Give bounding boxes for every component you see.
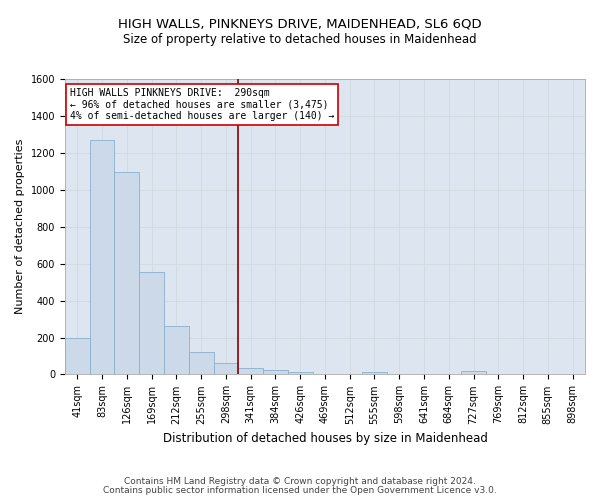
Bar bbox=[65, 338, 89, 374]
Text: Size of property relative to detached houses in Maidenhead: Size of property relative to detached ho… bbox=[123, 32, 477, 46]
Bar bbox=[362, 372, 387, 374]
Bar bbox=[288, 372, 313, 374]
Bar bbox=[139, 272, 164, 374]
Bar bbox=[189, 352, 214, 374]
Text: HIGH WALLS, PINKNEYS DRIVE, MAIDENHEAD, SL6 6QD: HIGH WALLS, PINKNEYS DRIVE, MAIDENHEAD, … bbox=[118, 18, 482, 30]
X-axis label: Distribution of detached houses by size in Maidenhead: Distribution of detached houses by size … bbox=[163, 432, 487, 445]
Bar bbox=[238, 368, 263, 374]
Bar bbox=[115, 172, 139, 374]
Text: Contains public sector information licensed under the Open Government Licence v3: Contains public sector information licen… bbox=[103, 486, 497, 495]
Bar bbox=[164, 326, 189, 374]
Bar bbox=[214, 364, 238, 374]
Text: Contains HM Land Registry data © Crown copyright and database right 2024.: Contains HM Land Registry data © Crown c… bbox=[124, 477, 476, 486]
Bar bbox=[461, 371, 486, 374]
Y-axis label: Number of detached properties: Number of detached properties bbox=[15, 139, 25, 314]
Text: HIGH WALLS PINKNEYS DRIVE:  290sqm
← 96% of detached houses are smaller (3,475)
: HIGH WALLS PINKNEYS DRIVE: 290sqm ← 96% … bbox=[70, 88, 334, 121]
Bar bbox=[89, 140, 115, 374]
Bar bbox=[263, 370, 288, 374]
